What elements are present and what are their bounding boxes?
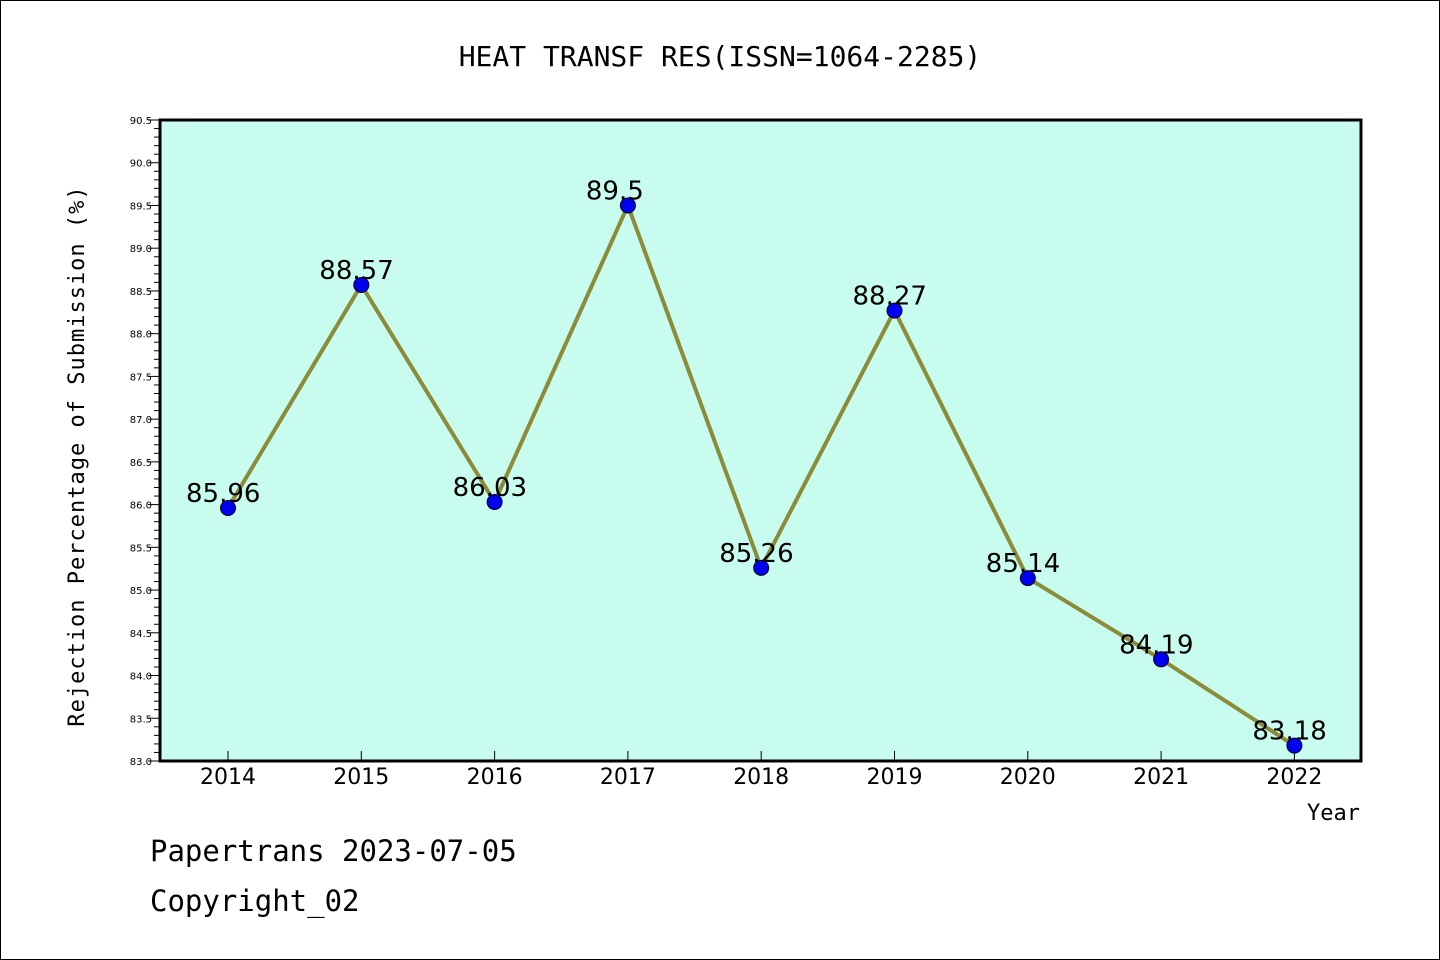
data-point	[1153, 651, 1170, 668]
y-tick-label: 86.0	[130, 501, 152, 512]
y-tick-label: 84.5	[130, 629, 152, 640]
x-tick-label: 2017	[600, 765, 656, 790]
y-tick-label: 87.0	[130, 415, 152, 426]
y-tick-label: 89.5	[130, 201, 152, 212]
data-label: 86.03	[453, 473, 527, 503]
x-axis: 2014 2015 2016 2017 2018 2019 2020 2021 2022	[200, 751, 1322, 790]
y-tick-label: 84.0	[130, 672, 152, 683]
data-label: 83.18	[1252, 717, 1326, 747]
data-label: 85.14	[986, 549, 1060, 579]
data-point	[753, 559, 770, 576]
data-point	[486, 494, 503, 511]
data-label: 89.5	[586, 176, 644, 206]
y-tick-label: 88.5	[130, 287, 152, 298]
footer-date: Papertrans 2023-07-05	[150, 834, 517, 868]
y-tick-label: 88.0	[130, 330, 152, 341]
data-label: 84.19	[1119, 630, 1193, 660]
y-tick-label: 87.5	[130, 372, 152, 383]
data-label: 85.96	[186, 479, 260, 509]
data-point	[886, 302, 903, 319]
data-point	[1019, 570, 1036, 587]
y-tick-label: 86.5	[130, 458, 152, 469]
data-point	[353, 276, 370, 293]
y-tick-label: 85.0	[130, 586, 152, 597]
footer-copyright: Copyright_02	[150, 884, 360, 918]
data-label: 88.57	[319, 256, 393, 286]
x-tick-label: 2022	[1266, 765, 1322, 790]
series	[220, 197, 1303, 754]
plot-area	[158, 118, 1363, 763]
data-point	[220, 500, 236, 517]
data-point	[619, 197, 636, 214]
x-tick-label: 2016	[467, 765, 523, 790]
y-tick-label: 83.0	[130, 757, 152, 768]
x-axis-label: Year	[1307, 801, 1360, 826]
y-axis-label: Rejection Percentage of Submission (%)	[65, 185, 90, 726]
data-point	[1286, 737, 1303, 754]
x-tick-label: 2019	[867, 765, 923, 790]
data-label: 85.26	[719, 539, 793, 569]
y-tick-label: 90.5	[130, 116, 152, 127]
data-label: 88.27	[853, 282, 927, 312]
data-labels: 85.96 88.57 86.03 89.5 85.26 88.27 85.14 84.19 8…	[186, 176, 1327, 746]
y-tick-label: 89.0	[130, 244, 152, 255]
y-tick-label: 85.5	[130, 543, 152, 554]
y-tick-label: 83.5	[130, 714, 152, 725]
y-axis: 83.0 83.5 84.0 84.5 85.0 85.5 86.0 86.5 87.0 87.5…	[130, 116, 160, 768]
x-tick-label: 2015	[333, 765, 389, 790]
x-tick-label: 2014	[200, 765, 256, 790]
x-tick-label: 2018	[733, 765, 789, 790]
y-tick-label: 90.0	[130, 159, 152, 170]
chart-title: HEAT TRANSF RES(ISSN=1064-2285)	[459, 40, 982, 73]
x-tick-label: 2020	[1000, 765, 1056, 790]
x-tick-label: 2021	[1133, 765, 1189, 790]
